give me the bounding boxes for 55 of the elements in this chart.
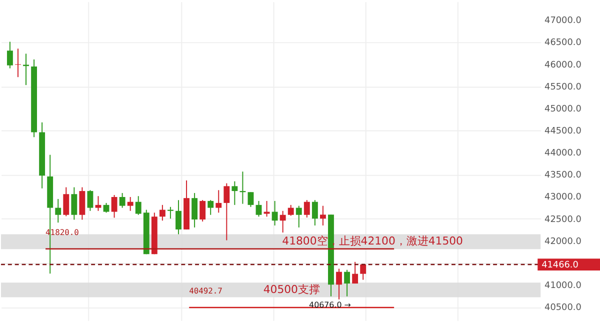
band-label: 40500支撑 (263, 282, 320, 296)
candlestick (296, 205, 302, 228)
candlestick (224, 182, 230, 241)
candlestick (280, 210, 286, 234)
candlestick (23, 53, 29, 86)
y-tick-label: 44500.0 (544, 126, 582, 136)
candlestick (200, 200, 206, 222)
y-tick-label: 43500.0 (544, 170, 582, 181)
y-tick-label: 46500.0 (544, 38, 582, 48)
y-tick-label: 43000.0 (544, 192, 582, 203)
y-tick-label: 47000.0 (544, 16, 582, 26)
candlestick (216, 190, 222, 214)
y-tick-label: 40500.0 (544, 303, 582, 314)
candlestick (6, 41, 13, 69)
candlestick (95, 196, 102, 212)
candlestick (344, 269, 350, 297)
candlestick (256, 200, 262, 218)
y-tick-label: 45000.0 (544, 104, 582, 114)
candlestick (320, 205, 326, 226)
candlestick (63, 186, 70, 217)
candlestick (87, 190, 94, 212)
candlestick (304, 200, 310, 218)
candlestick (159, 204, 166, 222)
candlestick (360, 263, 366, 280)
candlestick (336, 268, 342, 300)
ref-line-label: 40492.7 (189, 286, 223, 296)
candlestick (352, 261, 358, 284)
y-tick-label: 41000.0 (544, 281, 582, 292)
candlestick (103, 202, 110, 214)
candlestick (79, 186, 86, 220)
candlestick (71, 186, 78, 220)
candlestick (272, 200, 278, 226)
candlestick (208, 200, 214, 216)
y-tick-label: 42000.0 (544, 236, 582, 247)
y-tick-label: 46000.0 (544, 60, 582, 70)
candlestick (176, 200, 182, 235)
candlestick (240, 171, 246, 204)
candlestick (135, 196, 142, 216)
candlestick (312, 200, 318, 226)
candlestick (192, 192, 198, 228)
y-tick-label: 45500.0 (544, 82, 582, 92)
candlestick (119, 192, 126, 208)
y-tick-label: 44000.0 (544, 148, 582, 159)
candlestick (55, 198, 62, 224)
candlestick (232, 180, 238, 206)
candlestick (248, 192, 254, 208)
band-label: 41800空，止损42100，激进41500 (282, 234, 464, 248)
annotation: 40676.0 → (309, 300, 352, 310)
candlestick (111, 194, 118, 218)
ref-line-label: 41466.0 (542, 260, 579, 270)
candlestick (127, 196, 134, 212)
y-tick-label: 42500.0 (544, 214, 582, 225)
candlestick (264, 200, 270, 218)
candlestick (168, 206, 174, 220)
candlestick (288, 204, 294, 216)
